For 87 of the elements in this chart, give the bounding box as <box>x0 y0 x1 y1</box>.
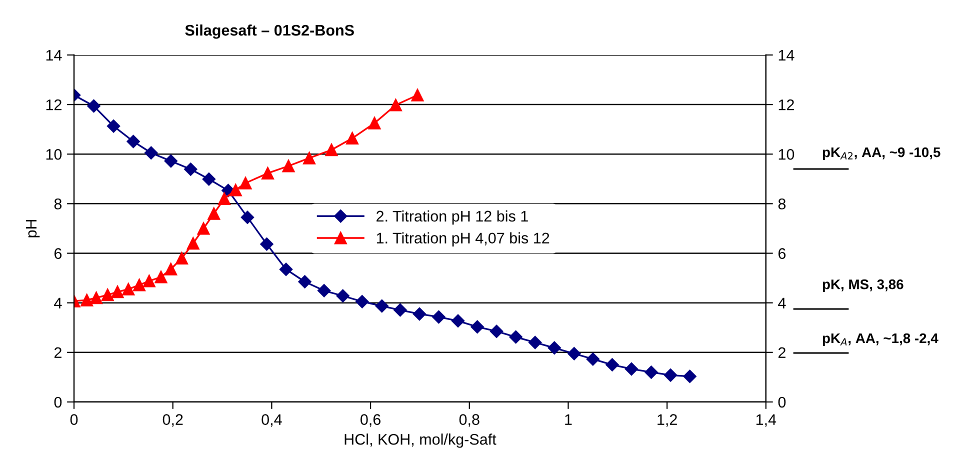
y-tick-label: 6 <box>54 248 62 259</box>
point <box>644 366 658 379</box>
point <box>164 154 178 168</box>
point <box>490 324 504 338</box>
x-tick-label: 0,4 <box>262 414 282 427</box>
x-axis-title: HCl, KOH, mol/kg-Saft <box>344 434 496 448</box>
point <box>568 347 581 360</box>
point <box>394 303 407 317</box>
point <box>184 162 198 176</box>
legend-label: 1. Titration pH 4,07 bis 12 <box>376 232 550 247</box>
y2-tick-label: 6 <box>778 248 786 259</box>
point <box>432 310 446 324</box>
point <box>126 134 140 148</box>
point <box>122 282 135 296</box>
y2-tick-label: 14 <box>778 50 794 61</box>
x-tick-label: 0,6 <box>360 414 380 427</box>
point <box>470 320 484 334</box>
point <box>412 307 426 321</box>
point <box>164 262 178 276</box>
point <box>260 237 274 251</box>
y-tick-label: 0 <box>54 396 62 408</box>
point <box>664 368 678 382</box>
point <box>186 237 200 250</box>
y2-tick-label: 8 <box>778 198 786 210</box>
point <box>509 330 522 344</box>
point <box>346 132 359 145</box>
point <box>282 160 295 172</box>
point <box>197 222 210 235</box>
point <box>586 352 600 366</box>
point <box>80 294 94 306</box>
y-tick-label: 10 <box>46 148 62 160</box>
point <box>411 88 424 102</box>
point <box>368 116 381 130</box>
y-axis-title: pH <box>26 220 40 238</box>
point <box>202 172 216 186</box>
point <box>389 98 402 112</box>
point <box>325 144 338 156</box>
point <box>87 99 100 113</box>
y2-tick-label: 4 <box>778 298 786 308</box>
point <box>90 292 103 304</box>
x-tick-label: 1,4 <box>756 414 776 427</box>
y-tick-label: 8 <box>54 198 62 210</box>
point <box>101 288 114 302</box>
y-tick-label: 4 <box>54 298 62 308</box>
y2-tick-label: 2 <box>778 347 786 358</box>
point <box>208 207 220 220</box>
x-tick-label: 1,2 <box>658 414 677 427</box>
point <box>261 166 274 180</box>
point <box>111 286 124 298</box>
point <box>528 336 542 350</box>
point <box>240 210 254 224</box>
point <box>375 299 388 313</box>
point <box>317 284 331 298</box>
point <box>218 192 231 205</box>
y-tick-label: 12 <box>46 99 62 110</box>
y-tick-label: 14 <box>46 50 62 61</box>
point <box>451 314 465 328</box>
y2-tick-label: 0 <box>778 396 786 408</box>
point <box>683 370 696 384</box>
point <box>279 262 293 276</box>
point <box>133 278 146 292</box>
point <box>336 289 350 302</box>
point <box>606 358 619 372</box>
y2-tick-label: 10 <box>778 148 794 160</box>
point <box>239 176 252 190</box>
text: pK$_{A2}$, AA, ~9 -10,5 <box>822 147 940 160</box>
point <box>303 152 316 164</box>
text: pK$_{A}$, AA, ~1,8 -2,4 <box>822 333 938 346</box>
point <box>154 270 168 284</box>
legend-label: 2. Titration pH 12 bis 1 <box>376 210 528 225</box>
point <box>176 252 188 264</box>
point <box>548 341 561 355</box>
y-tick-label: 2 <box>54 347 62 358</box>
chart-title: Silagesaft – 01S2-BonS <box>185 24 354 39</box>
point <box>144 146 158 160</box>
point <box>356 294 369 308</box>
point <box>624 362 638 376</box>
point <box>298 275 312 288</box>
text: pK, MS, 3,86 <box>822 279 904 292</box>
x-tick-label: 0,8 <box>459 414 480 427</box>
point <box>229 184 242 196</box>
x-tick-label: 1 <box>565 414 572 425</box>
point <box>106 120 120 133</box>
y2-tick-label: 12 <box>778 99 794 110</box>
point <box>142 274 156 288</box>
x-tick-label: 0,2 <box>162 414 183 427</box>
x-tick-label: 0 <box>70 414 78 425</box>
